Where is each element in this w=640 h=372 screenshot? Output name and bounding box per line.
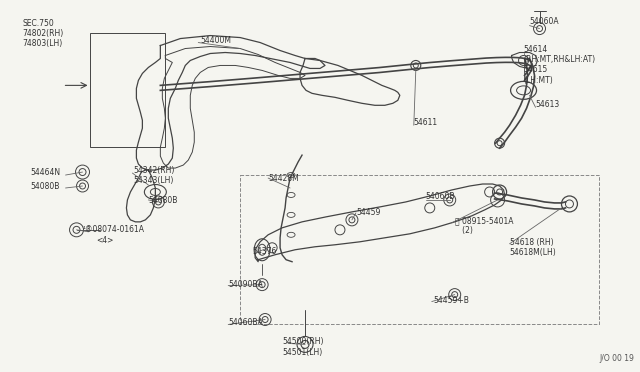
- Bar: [90, 33, 165, 147]
- Text: 54376: 54376: [252, 247, 276, 256]
- Text: 54080B: 54080B: [31, 182, 60, 191]
- Text: ¹®08074-0161A: ¹®08074-0161A: [83, 225, 145, 234]
- Text: 54060B: 54060B: [426, 192, 455, 201]
- Text: 54080B: 54080B: [148, 196, 178, 205]
- Text: J/O 00 19: J/O 00 19: [600, 355, 634, 363]
- Text: 54618 (RH)
54618M(LH): 54618 (RH) 54618M(LH): [509, 238, 556, 257]
- Text: 54428M: 54428M: [268, 174, 299, 183]
- Text: 54611: 54611: [414, 118, 438, 127]
- Text: 54500(RH)
54501(LH): 54500(RH) 54501(LH): [282, 337, 324, 357]
- Text: 54400M: 54400M: [200, 36, 231, 45]
- Bar: [240, 175, 600, 324]
- Text: 54464N: 54464N: [31, 168, 61, 177]
- Text: 54614
(RH:MT,RH&LH:AT)
54615
(LH:MT): 54614 (RH:MT,RH&LH:AT) 54615 (LH:MT): [524, 45, 596, 85]
- Text: 54060A: 54060A: [529, 17, 559, 26]
- Text: 54613: 54613: [536, 100, 560, 109]
- Text: 54459+B: 54459+B: [434, 296, 470, 305]
- Text: 54342(RH)
54343(LH): 54342(RH) 54343(LH): [133, 166, 175, 186]
- Text: Ⓜ 08915-5401A
   (2): Ⓜ 08915-5401A (2): [454, 216, 513, 235]
- Text: <4>: <4>: [97, 236, 114, 245]
- Text: 54459: 54459: [356, 208, 380, 217]
- Text: 54090BA: 54090BA: [228, 280, 263, 289]
- Text: SEC.750
74802(RH)
74803(LH): SEC.750 74802(RH) 74803(LH): [22, 19, 64, 48]
- Text: 54060BA: 54060BA: [228, 318, 263, 327]
